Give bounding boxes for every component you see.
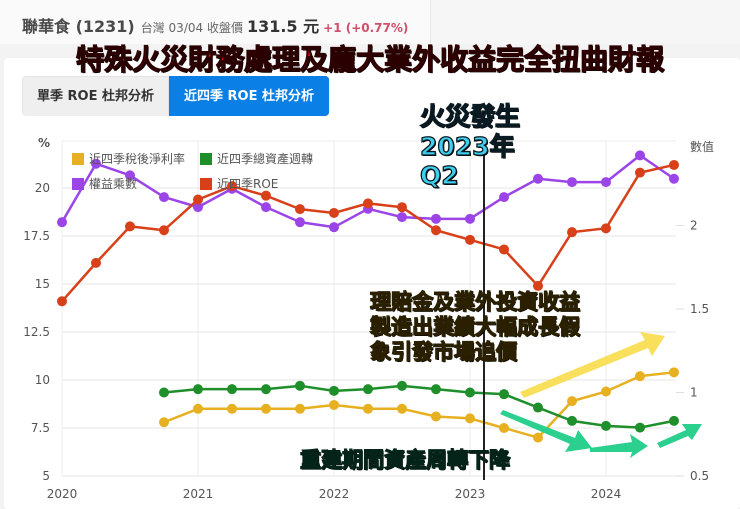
annotation-line: 製造出業績大幅成長假 xyxy=(369,314,580,339)
chart-legend: 近四季稅後淨利率 近四季總資產週轉 權益乘數 近四季ROE xyxy=(72,150,340,192)
legend-item-asset-turnover[interactable]: 近四季總資產週轉 xyxy=(200,150,340,167)
svg-text:1.5: 1.5 xyxy=(690,302,709,316)
svg-text:7.5: 7.5 xyxy=(31,421,50,435)
annotation-line: 火災發生 xyxy=(419,101,521,131)
stock-price: 131.5 元 xyxy=(246,17,320,36)
svg-text:2023: 2023 xyxy=(455,487,486,501)
tab-four-quarter-roe[interactable]: 近四季 ROE 杜邦分析 xyxy=(169,76,329,116)
gain-annotation: 理賠金及業外投資收益 製造出業績大幅成長假 象引發市場追價 xyxy=(369,289,580,364)
annotation-line: Q2 xyxy=(419,160,459,190)
legend-swatch xyxy=(72,177,84,190)
svg-text:2022: 2022 xyxy=(319,487,350,501)
svg-text:10: 10 xyxy=(35,373,50,387)
left-axis-title: % xyxy=(38,136,51,150)
legend-item-roe[interactable]: 近四季ROE xyxy=(200,175,340,192)
stock-name: 聯華食 (1231) xyxy=(22,17,135,36)
svg-text:2021: 2021 xyxy=(183,487,214,501)
legend-item-net-margin[interactable]: 近四季稅後淨利率 xyxy=(72,150,200,167)
legend-swatch xyxy=(200,177,212,190)
turnover-annotation: 重建期間資產周轉下降 xyxy=(299,447,510,472)
legend-item-equity-multiplier[interactable]: 權益乘數 xyxy=(72,175,200,192)
right-axis-title: 數值 xyxy=(690,140,715,154)
svg-text:0.5: 0.5 xyxy=(690,469,709,483)
svg-text:15: 15 xyxy=(35,277,50,291)
fire-event-annotation: 火災發生 2023年 Q2 xyxy=(419,101,521,190)
legend-swatch xyxy=(72,152,84,165)
analysis-tabs: 單季 ROE 杜邦分析 近四季 ROE 杜邦分析 xyxy=(22,76,329,116)
legend-label: 近四季總資產週轉 xyxy=(217,152,314,166)
svg-text:20: 20 xyxy=(35,181,50,195)
annotation-line: 象引發市場追價 xyxy=(369,339,517,364)
legend-label: 近四季稅後淨利率 xyxy=(89,152,186,166)
top-bar: 聯華食 (1231) 台灣 03/04 收盤價 131.5 元 +1 (+0.77%) xyxy=(0,0,740,44)
headline-annotation: 特殊火災財務處理及龐大業外收益完全扭曲財報 xyxy=(75,42,664,76)
svg-text:5: 5 xyxy=(42,469,50,483)
svg-text:1: 1 xyxy=(690,386,698,400)
stock-header: 聯華食 (1231) 台灣 03/04 收盤價 131.5 元 +1 (+0.77%) xyxy=(0,0,431,44)
market-date-label: 台灣 03/04 收盤價 xyxy=(140,21,243,35)
legend-swatch xyxy=(200,152,212,165)
svg-text:2020: 2020 xyxy=(47,487,78,501)
price-change: +1 (+0.77%) xyxy=(323,21,409,35)
tab-single-quarter-roe[interactable]: 單季 ROE 杜邦分析 xyxy=(22,76,169,116)
svg-text:2024: 2024 xyxy=(591,487,622,501)
svg-text:17.5: 17.5 xyxy=(23,229,50,243)
svg-text:2: 2 xyxy=(690,219,698,233)
svg-text:12.5: 12.5 xyxy=(23,325,50,339)
annotation-line: 理賠金及業外投資收益 xyxy=(369,289,580,314)
legend-label: 權益乘數 xyxy=(89,177,138,191)
annotation-line: 2023年 xyxy=(419,131,515,161)
legend-label: 近四季ROE xyxy=(217,177,279,191)
